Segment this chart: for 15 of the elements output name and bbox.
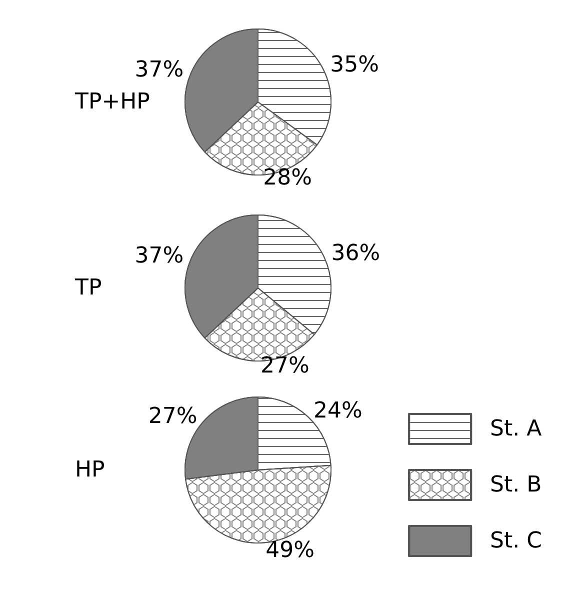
data-label: 49% [266,538,315,564]
data-label: 36% [331,241,380,266]
data-label: 27% [148,404,198,429]
text: TP+HP [74,90,150,114]
data-label: 24% [313,398,362,424]
legend-label: St. B [490,472,542,498]
text: HP [75,458,105,482]
legend-label: St. C [490,528,542,554]
legend-label: St. A [490,416,542,442]
data-label: 37% [134,243,184,268]
data-label: 28% [263,166,312,190]
data-label: 35% [330,52,380,78]
data-label: 27% [260,354,310,378]
text: TP [74,276,102,300]
data-label: 37% [134,57,184,82]
